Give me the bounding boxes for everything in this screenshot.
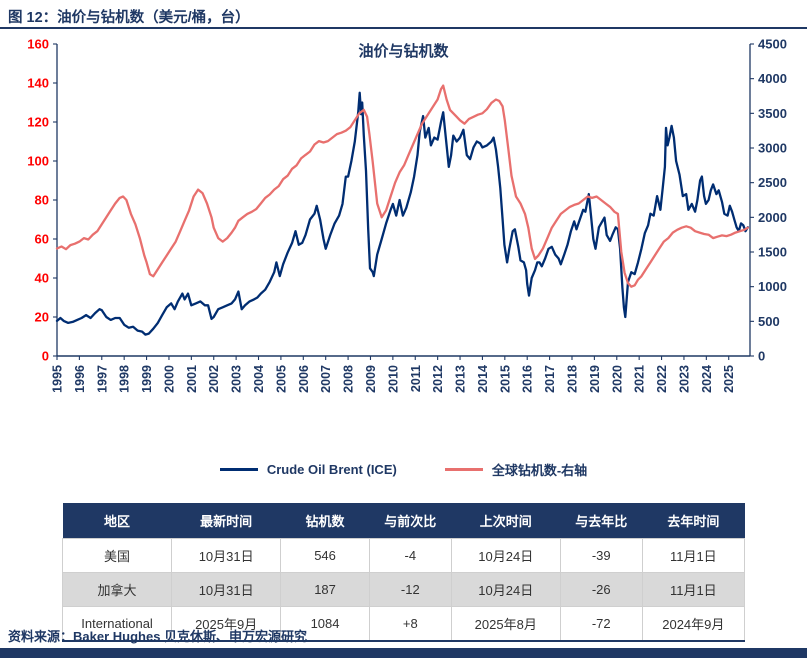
svg-text:3000: 3000 [758,141,787,156]
svg-text:100: 100 [27,154,49,169]
table-cell: 10月31日 [171,538,282,573]
svg-text:2006: 2006 [297,365,311,393]
svg-text:2012: 2012 [431,365,445,393]
table-cell: -26 [559,572,643,607]
table-header-cell: 地区 [62,503,172,539]
svg-text:140: 140 [27,76,49,91]
legend-label: Crude Oil Brent (ICE) [266,462,397,477]
table-cell: 2024年9月 [641,606,746,642]
svg-text:2014: 2014 [476,365,490,393]
svg-text:2023: 2023 [677,365,691,393]
table-cell: 11月1日 [641,538,746,573]
table-cell: 美国 [61,538,173,573]
table-row: International 2025年9月 1084 +8 2025年8月 -72 2024… [61,606,746,642]
svg-text:2000: 2000 [758,210,787,225]
svg-text:3500: 3500 [758,106,787,121]
table-cell: -12 [368,572,452,607]
table-header-cell: 去年时间 [642,503,745,539]
svg-text:1500: 1500 [758,245,787,260]
chart-legend: Crude Oil Brent (ICE) 全球钻机数-右轴 [0,460,807,479]
footer-bar [0,648,807,658]
oil-price-rig-count-chart: 0 20 40 60 80 100 120 140 160 0 500 1000 1500 2000 250… [27,37,787,393]
table-cell: 546 [280,538,370,573]
svg-text:2005: 2005 [274,365,288,393]
table-header-row: 地区 最新时间 钻机数 与前次比 上次时间 与去年比 去年时间 [62,503,745,539]
svg-text:1996: 1996 [73,365,87,393]
table-header-cell: 与去年比 [560,503,643,539]
svg-text:2024: 2024 [700,365,714,393]
svg-text:2003: 2003 [230,365,244,393]
table-cell: +8 [368,606,452,642]
legend-item: Crude Oil Brent (ICE) [219,462,397,477]
svg-text:1997: 1997 [95,365,109,393]
svg-text:160: 160 [27,37,49,52]
rig-count-table: 地区 最新时间 钻机数 与前次比 上次时间 与去年比 去年时间 美国 10月31日 546 -4 1… [61,503,746,642]
svg-text:2007: 2007 [319,365,333,393]
svg-text:2000: 2000 [162,365,176,393]
table-cell: 187 [280,572,370,607]
table-cell: -72 [559,606,643,642]
table-row: 美国 10月31日 546 -4 10月24日 -39 11月1日 [61,538,746,573]
svg-text:0: 0 [42,349,49,364]
svg-text:2021: 2021 [633,365,647,393]
rig-table-wrap: 地区 最新时间 钻机数 与前次比 上次时间 与去年比 去年时间 美国 10月31日 546 -4 1… [61,503,746,642]
svg-text:1998: 1998 [118,365,132,393]
svg-text:2020: 2020 [610,365,624,393]
svg-text:0: 0 [758,349,765,364]
svg-text:1995: 1995 [51,365,65,393]
table-cell: 10月24日 [450,538,561,573]
figure-title: 图 12：油价与钻机数（美元/桶，台） [8,10,250,26]
table-header-cell: 最新时间 [171,503,281,539]
svg-text:2500: 2500 [758,175,787,190]
svg-text:2013: 2013 [454,365,468,393]
rig-table-body: 美国 10月31日 546 -4 10月24日 -39 11月1日 加拿大 10月31日 187-… [61,538,746,642]
svg-text:2008: 2008 [342,365,356,393]
svg-text:60: 60 [35,232,49,247]
table-header-cell: 上次时间 [451,503,561,539]
table-cell: 加拿大 [61,572,173,607]
chart-title: 油价与钻机数 [358,42,449,60]
svg-text:2010: 2010 [386,365,400,393]
svg-text:40: 40 [35,271,49,286]
svg-text:2002: 2002 [207,365,221,393]
svg-text:2017: 2017 [543,365,557,393]
svg-text:2004: 2004 [252,365,266,393]
svg-text:4500: 4500 [758,37,787,52]
table-header-cell: 与前次比 [369,503,452,539]
svg-text:2011: 2011 [409,365,423,392]
title-divider [0,27,807,29]
table-cell: 10月24日 [450,572,561,607]
legend-label: 全球钻机数-右轴 [491,463,588,478]
table-cell: 2025年9月 [171,606,282,642]
svg-text:4000: 4000 [758,71,787,86]
table-header-cell: 钻机数 [280,503,370,539]
svg-text:2009: 2009 [364,365,378,393]
svg-text:2018: 2018 [565,365,579,393]
table-row: 加拿大 10月31日 187 -12 10月24日 -26 11月1日 [61,572,746,607]
legend-line-swatch [219,468,258,471]
svg-text:2001: 2001 [185,365,199,393]
svg-text:2016: 2016 [521,365,535,393]
table-cell: 10月31日 [171,572,282,607]
svg-text:1999: 1999 [140,365,154,393]
table-cell: -4 [368,538,452,573]
table-cell: International [61,606,173,642]
table-cell: -39 [559,538,643,573]
svg-text:2015: 2015 [498,365,512,393]
table-cell: 2025年8月 [450,606,561,642]
legend-line-swatch [444,468,483,471]
svg-text:120: 120 [27,115,49,130]
svg-text:2022: 2022 [655,365,669,393]
table-cell: 11月1日 [641,572,746,607]
source-note: 资料来源：Baker Hughes 贝克休斯、申万宏源研究 [8,629,308,644]
svg-text:500: 500 [758,314,780,329]
legend-item: 全球钻机数-右轴 [444,460,588,479]
svg-text:20: 20 [35,310,49,325]
svg-text:2025: 2025 [722,365,736,393]
svg-text:2019: 2019 [588,365,602,393]
svg-text:80: 80 [35,193,49,208]
svg-text:1000: 1000 [758,279,787,294]
